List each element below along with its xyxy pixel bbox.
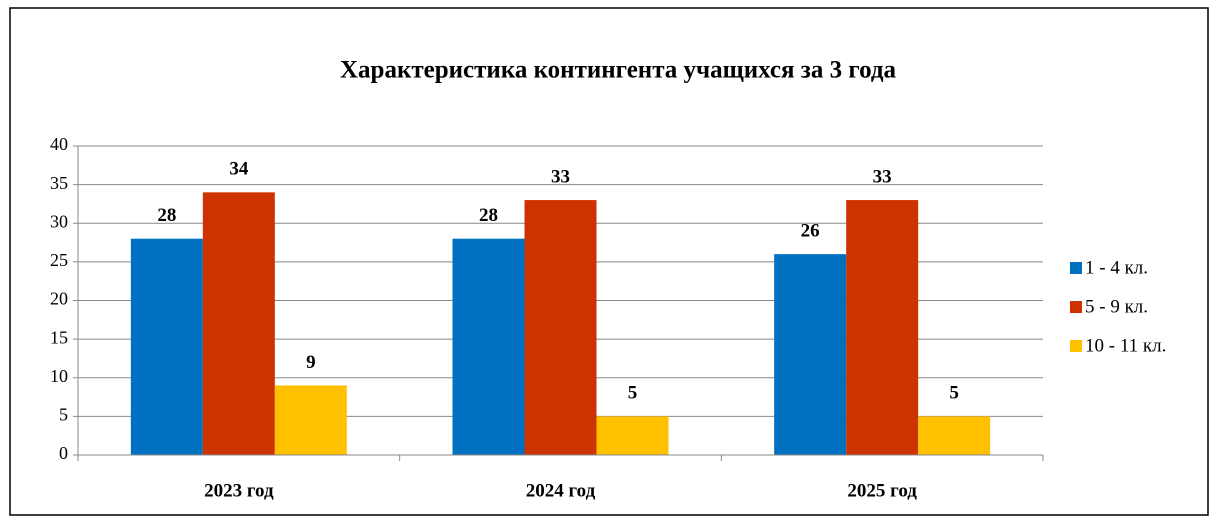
data-label: 28 [157,205,176,226]
legend-label: 5 - 9 кл. [1085,296,1148,317]
bar [202,192,275,455]
data-label: 5 [949,383,959,404]
data-label: 9 [306,352,316,373]
data-label: 26 [801,221,820,242]
bar [918,416,991,455]
bar [452,238,525,455]
x-tick-label: 2025 год [847,480,917,501]
bar [774,254,847,455]
y-tick-label: 0 [59,443,68,463]
bar [274,385,347,455]
legend-swatch [1070,340,1082,352]
data-label: 5 [628,383,638,404]
legend-label: 10 - 11 кл. [1085,335,1166,356]
y-tick-label: 35 [50,173,68,193]
x-tick-label: 2024 год [526,480,596,501]
legend-swatch [1070,301,1082,313]
data-label: 34 [229,159,249,180]
bar [596,416,669,455]
y-tick-label: 30 [50,211,68,231]
x-tick-label: 2023 год [204,480,274,501]
y-tick-label: 20 [50,289,68,309]
bar [130,238,203,455]
y-tick-label: 5 [59,405,68,425]
y-tick-label: 25 [50,250,68,270]
legend-swatch [1070,262,1082,274]
bar [846,200,919,455]
y-tick-label: 15 [50,327,68,347]
y-tick-label: 40 [50,134,68,154]
legend-label: 1 - 4 кл. [1085,257,1148,278]
chart-title: Характеристика контингента учащихся за 3… [340,57,896,84]
data-label: 33 [551,166,570,187]
y-tick-label: 10 [50,366,68,386]
bar [524,200,597,455]
data-label: 33 [873,166,892,187]
data-label: 28 [479,205,498,226]
